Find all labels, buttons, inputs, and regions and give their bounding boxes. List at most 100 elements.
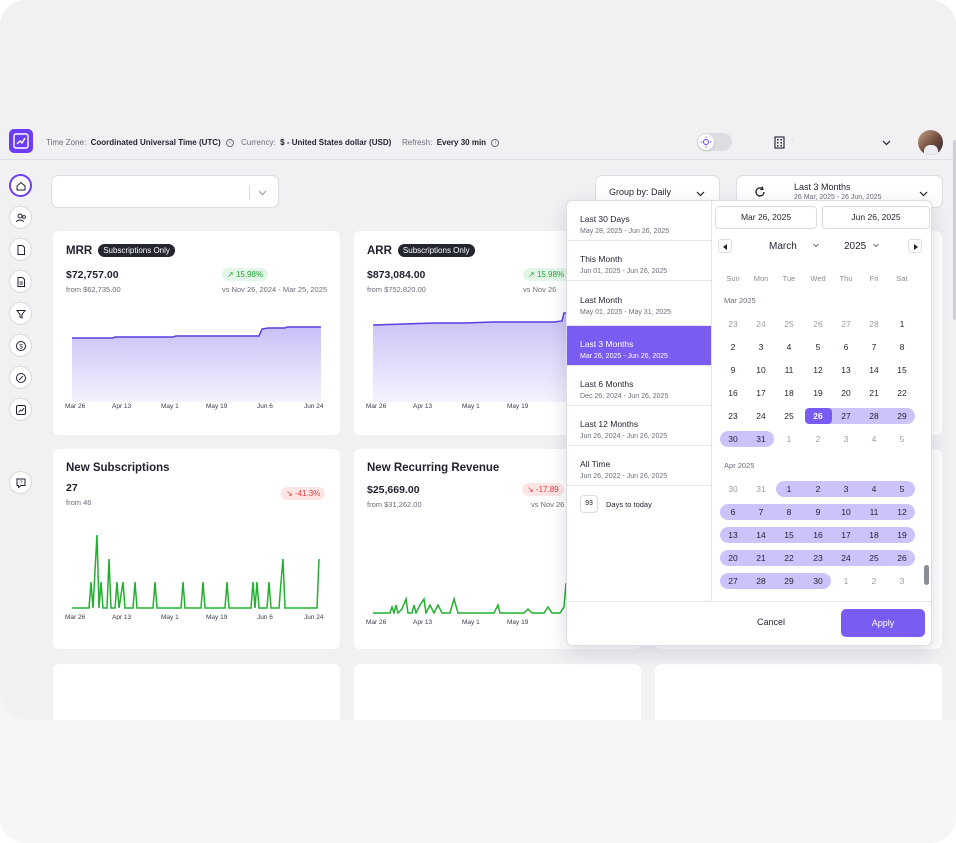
sidebar-documents[interactable] [9,238,32,261]
calendar-day[interactable]: 18 [869,530,879,540]
app-logo-icon[interactable] [9,129,33,153]
calendar-day[interactable]: 14 [756,530,766,540]
sidebar-discounts[interactable] [9,366,32,389]
calendar-day[interactable]: 15 [897,365,907,375]
sidebar-customers[interactable] [9,206,32,229]
building-icon[interactable] [773,136,786,149]
month-select[interactable]: March [769,241,820,252]
preset-this-month[interactable]: This Month Jun 01, 2025 - Jun 26, 2025 [567,241,711,281]
calendar-day[interactable]: 19 [897,530,907,540]
calendar-day[interactable]: 27 [841,319,851,329]
calendar-day[interactable]: 4 [871,434,877,444]
calendar-day[interactable]: 17 [756,388,766,398]
calendar-day[interactable]: 30 [728,484,738,494]
calendar-day[interactable]: 22 [897,388,907,398]
calendar-day[interactable]: 3 [843,484,849,494]
calendar-day[interactable]: 23 [728,319,738,329]
days-input[interactable]: 93 [580,495,598,513]
calendar-day[interactable]: 7 [758,507,764,517]
calendar-day[interactable]: 3 [899,576,905,586]
preset-last-12-months[interactable]: Last 12 Months Jun 26, 2024 - Jun 26, 20… [567,406,711,446]
calendar-day[interactable]: 1 [843,576,849,586]
calendar-day[interactable]: 30 [728,434,738,444]
calendar-day[interactable]: 31 [756,484,766,494]
calendar-day[interactable]: 17 [841,530,851,540]
calendar-day[interactable]: 18 [784,388,794,398]
calendar-day[interactable]: 29 [897,411,907,421]
calendar-day[interactable]: 24 [756,319,766,329]
calendar-day[interactable]: 2 [871,576,877,586]
calendar-day[interactable]: 2 [815,434,821,444]
calendar-day[interactable]: 7 [871,342,877,352]
calendar-day[interactable]: 16 [813,530,823,540]
calendar-day[interactable]: 20 [841,388,851,398]
sidebar-filters[interactable] [9,302,32,325]
calendar-day[interactable]: 25 [784,411,794,421]
calendar-day[interactable]: 23 [813,553,823,563]
sidebar-reports[interactable] [9,270,32,293]
sidebar-analytics[interactable] [9,398,32,421]
start-date-input[interactable]: Mar 26, 2025 [715,206,817,229]
calendar-day[interactable]: 14 [869,365,879,375]
theme-toggle[interactable] [697,133,732,151]
new-subscriptions-card[interactable]: New Subscriptions 27 from 46 ↘ -41.3% Ma… [53,449,340,649]
end-date-input[interactable]: Jun 26, 2025 [822,206,930,229]
calendar-day[interactable]: 27 [841,411,851,421]
calendar-day[interactable]: 21 [756,553,766,563]
calendar-day[interactable]: 12 [813,365,823,375]
calendar-day[interactable]: 1 [786,434,792,444]
year-select[interactable]: 2025 [844,241,880,252]
calendar-day[interactable]: 5 [899,484,905,494]
calendar-day[interactable]: 28 [869,319,879,329]
calendar-day[interactable]: 9 [730,365,736,375]
calendar-day[interactable]: 10 [756,365,766,375]
calendar-day[interactable]: 3 [758,342,764,352]
calendar-scrollbar[interactable] [924,565,929,585]
calendar-day[interactable]: 13 [841,365,851,375]
apply-button[interactable]: Apply [841,609,925,637]
calendar-day[interactable]: 8 [786,507,792,517]
calendar-day[interactable]: 11 [784,365,794,375]
preset-last-6-months[interactable]: Last 6 Months Dec 26, 2024 - Jun 26, 202… [567,366,711,406]
account-select[interactable] [51,175,279,208]
calendar-day[interactable]: 10 [841,507,851,517]
calendar-day[interactable]: 24 [756,411,766,421]
calendar-day[interactable]: 25 [784,319,794,329]
calendar-day[interactable]: 13 [728,530,738,540]
preset-last-30-days[interactable]: Last 30 Days May 28, 2025 - Jun 26, 2025 [567,201,711,241]
mrr-card[interactable]: MRR Subscriptions Only $72,757.00 from $6… [53,231,340,435]
refresh-setting[interactable]: Refresh: Every 30 min i [402,138,500,147]
calendar-day[interactable]: 16 [728,388,738,398]
currency-setting[interactable]: Currency: $ - United States dollar (USD) [241,138,392,147]
calendar-day[interactable]: 12 [897,507,907,517]
calendar-day[interactable]: 6 [730,507,736,517]
sidebar-home[interactable] [9,174,32,197]
calendar-day[interactable]: 26 [813,319,823,329]
calendar-day[interactable]: 5 [815,342,821,352]
chevron-down-icon[interactable] [257,187,268,198]
chevron-down-icon[interactable] [881,137,892,148]
calendar-day[interactable]: 28 [869,411,879,421]
calendar-day[interactable]: 21 [869,388,879,398]
prev-month-button[interactable] [718,239,732,253]
calendar-day[interactable]: 6 [843,342,849,352]
calendar-day[interactable]: 15 [784,530,794,540]
calendar-day[interactable]: 29 [784,576,794,586]
calendar-day[interactable]: 24 [841,553,851,563]
calendar-day[interactable]: 22 [784,553,794,563]
calendar-day[interactable]: 28 [756,576,766,586]
calendar-day[interactable]: 5 [899,434,905,444]
next-month-button[interactable] [908,239,922,253]
calendar-day[interactable]: 25 [869,553,879,563]
calendar-day[interactable]: 3 [843,434,849,444]
preset-last-month[interactable]: Last Month May 01, 2025 - May 31, 2025 [567,286,711,326]
calendar-day[interactable]: 4 [871,484,877,494]
info-icon[interactable]: i [491,138,500,147]
calendar-day[interactable]: 4 [786,342,792,352]
calendar-day[interactable]: 8 [899,342,905,352]
calendar-day[interactable]: 19 [813,388,823,398]
user-avatar[interactable] [918,130,943,155]
sidebar-revenue[interactable]: $ [9,334,32,357]
calendar-day[interactable]: 30 [813,576,823,586]
calendar-day[interactable]: 2 [730,342,736,352]
